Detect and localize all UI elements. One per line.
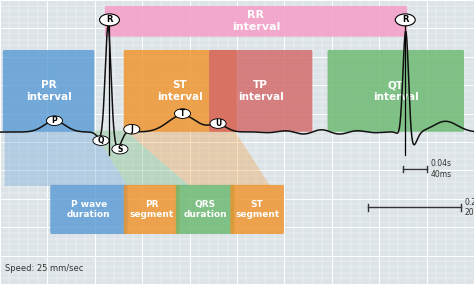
Text: R: R <box>106 15 113 24</box>
Circle shape <box>210 119 226 128</box>
Text: RR
interval: RR interval <box>232 11 280 32</box>
Text: QT
interval: QT interval <box>373 80 419 102</box>
Circle shape <box>124 124 140 134</box>
Text: Q: Q <box>98 136 104 145</box>
Text: T: T <box>180 109 185 118</box>
FancyBboxPatch shape <box>176 185 234 234</box>
Circle shape <box>112 144 128 154</box>
Text: J: J <box>130 125 133 134</box>
Text: ST
segment: ST segment <box>235 200 279 219</box>
Text: P: P <box>52 116 57 125</box>
FancyBboxPatch shape <box>328 50 464 132</box>
Polygon shape <box>126 131 270 186</box>
Text: 0.04s
40ms: 0.04s 40ms <box>430 159 452 179</box>
Circle shape <box>93 136 109 145</box>
Text: U: U <box>215 119 221 128</box>
FancyBboxPatch shape <box>3 50 94 132</box>
Text: P wave
duration: P wave duration <box>67 200 111 219</box>
Text: ST
interval: ST interval <box>157 80 203 102</box>
FancyBboxPatch shape <box>124 185 180 234</box>
Circle shape <box>174 109 191 118</box>
Text: TP
interval: TP interval <box>238 80 283 102</box>
Text: 0.20s
200ms: 0.20s 200ms <box>465 198 474 217</box>
Text: R: R <box>402 15 409 24</box>
Text: PR
interval: PR interval <box>26 80 72 102</box>
Circle shape <box>395 14 415 26</box>
FancyBboxPatch shape <box>209 50 312 132</box>
Text: Speed: 25 mm/sec: Speed: 25 mm/sec <box>5 264 83 273</box>
Text: PR
segment: PR segment <box>129 200 174 219</box>
Circle shape <box>100 14 119 26</box>
Polygon shape <box>5 131 128 186</box>
Polygon shape <box>92 131 190 186</box>
Circle shape <box>46 116 63 126</box>
FancyBboxPatch shape <box>50 185 128 234</box>
FancyBboxPatch shape <box>230 185 284 234</box>
FancyBboxPatch shape <box>124 50 237 132</box>
FancyBboxPatch shape <box>105 6 407 37</box>
Text: QRS
duration: QRS duration <box>183 200 227 219</box>
Text: S: S <box>117 145 123 154</box>
